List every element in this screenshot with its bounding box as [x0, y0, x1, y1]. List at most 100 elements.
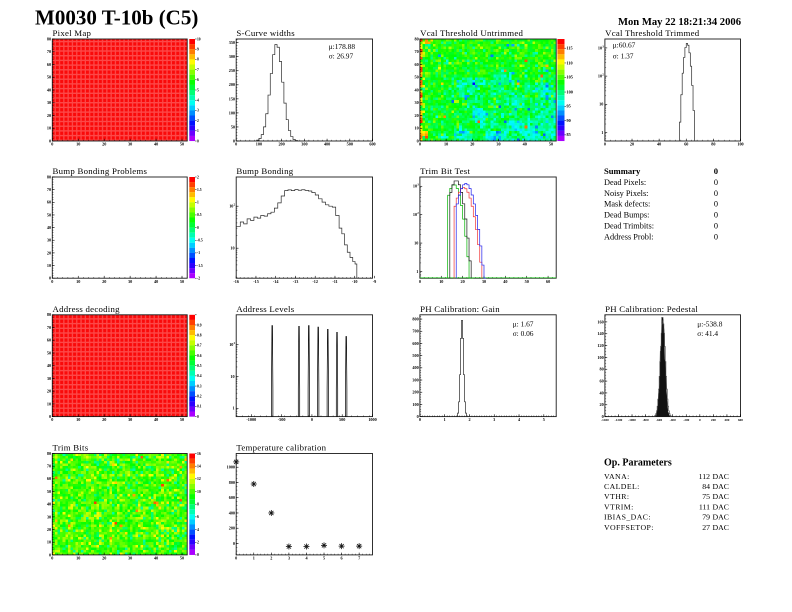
svg-text:40: 40 [154, 279, 158, 284]
svg-text:0: 0 [419, 279, 421, 284]
svg-text:20: 20 [600, 402, 604, 407]
svg-text:4: 4 [518, 417, 521, 422]
svg-text:60: 60 [47, 62, 51, 67]
svg-text:10: 10 [415, 126, 419, 131]
svg-text:30: 30 [47, 514, 51, 519]
svg-text:0.8: 0.8 [197, 334, 202, 338]
svg-text:40: 40 [657, 142, 661, 147]
svg-text:0: 0 [51, 142, 53, 147]
svg-text:8: 8 [197, 503, 199, 507]
svg-text:VOFFSETOP:: VOFFSETOP: [604, 523, 654, 532]
svg-text:0: 0 [51, 417, 53, 422]
svg-text:VTRIM:: VTRIM: [604, 502, 634, 511]
svg-text:VANA:: VANA: [604, 472, 630, 481]
svg-text:10: 10 [76, 279, 80, 284]
svg-text:1: 1 [197, 201, 199, 205]
svg-text:50: 50 [47, 350, 51, 355]
svg-text:Temperature calibration: Temperature calibration [236, 443, 326, 453]
svg-text:4: 4 [305, 556, 308, 561]
svg-text:VTHR:: VTHR: [604, 492, 629, 501]
svg-text:μ:178.88: μ:178.88 [329, 42, 356, 51]
svg-text:10: 10 [197, 490, 201, 494]
svg-text:250: 250 [229, 68, 235, 73]
svg-text:40: 40 [47, 87, 51, 92]
svg-text:DAC: DAC [713, 482, 729, 491]
svg-text:95: 95 [567, 104, 571, 109]
svg-text:IBIAS_DAC:: IBIAS_DAC: [604, 513, 651, 522]
svg-text:20: 20 [102, 417, 106, 422]
svg-text:Trim Bit Test: Trim Bit Test [420, 166, 470, 176]
svg-text:7: 7 [197, 68, 199, 72]
svg-text:Address Probl:: Address Probl: [604, 233, 654, 242]
svg-text:16: 16 [197, 452, 201, 456]
svg-text:-11: -11 [332, 279, 337, 284]
svg-text:1.5: 1.5 [197, 188, 202, 192]
svg-text:Summary: Summary [604, 166, 641, 176]
svg-text:300: 300 [301, 142, 307, 147]
svg-text:60: 60 [600, 379, 604, 384]
svg-text:0: 0 [417, 414, 419, 419]
svg-text:Bump Bonding Problems: Bump Bonding Problems [53, 166, 148, 176]
svg-text:85: 85 [567, 132, 571, 137]
svg-text:1: 1 [253, 556, 255, 561]
svg-text:50: 50 [549, 142, 553, 147]
svg-text:50: 50 [180, 556, 184, 561]
svg-text:10: 10 [197, 37, 201, 41]
svg-text:σ: 1.37: σ: 1.37 [613, 51, 634, 60]
svg-text:2: 2 [270, 556, 272, 561]
svg-text:10: 10 [76, 556, 80, 561]
svg-text:2: 2 [602, 73, 604, 77]
svg-text:0: 0 [604, 142, 606, 147]
svg-text:Dead Bumps:: Dead Bumps: [604, 211, 649, 220]
svg-text:-9: -9 [373, 279, 377, 284]
svg-text:1000: 1000 [368, 417, 376, 422]
svg-text:CALDEL:: CALDEL: [604, 482, 640, 491]
svg-text:σ: 41.4: σ: 41.4 [697, 329, 718, 338]
svg-text:1: 1 [601, 130, 603, 135]
svg-text:50: 50 [180, 279, 184, 284]
svg-text:30: 30 [415, 100, 419, 105]
svg-text:0: 0 [311, 417, 313, 422]
svg-text:20: 20 [47, 527, 51, 532]
svg-text:80: 80 [600, 367, 604, 372]
svg-text:Vcal Threshold Untrimmed: Vcal Threshold Untrimmed [420, 28, 523, 38]
svg-text:-1.5: -1.5 [197, 264, 203, 268]
svg-text:79: 79 [702, 513, 710, 522]
svg-text:600: 600 [738, 418, 743, 422]
svg-text:Dead Trimbits:: Dead Trimbits: [604, 222, 654, 231]
svg-text:PH Calibration: Pedestal: PH Calibration: Pedestal [605, 304, 698, 314]
svg-text:50: 50 [180, 142, 184, 147]
svg-text:μ:60.67: μ:60.67 [613, 41, 636, 50]
svg-text:300: 300 [229, 54, 235, 59]
svg-text:0.7: 0.7 [197, 344, 202, 348]
svg-text:20: 20 [461, 279, 465, 284]
svg-text:0: 0 [714, 166, 718, 176]
svg-text:800: 800 [229, 480, 235, 485]
svg-text:Dead Pixels:: Dead Pixels: [604, 178, 646, 187]
svg-text:Trim Bits: Trim Bits [53, 443, 89, 453]
svg-text:300: 300 [412, 377, 418, 382]
svg-text:2: 2 [197, 175, 199, 179]
svg-text:0: 0 [419, 142, 421, 147]
svg-text:Vcal Threshold Trimmed: Vcal Threshold Trimmed [605, 28, 700, 38]
svg-text:200: 200 [229, 526, 235, 531]
svg-text:M0030 T-10b (C5): M0030 T-10b (C5) [35, 6, 198, 30]
svg-text:30: 30 [496, 142, 500, 147]
svg-text:150: 150 [229, 96, 235, 101]
svg-text:400: 400 [324, 142, 330, 147]
svg-text:20: 20 [47, 113, 51, 118]
svg-text:3: 3 [602, 44, 604, 48]
svg-text:0: 0 [417, 138, 419, 143]
svg-text:0: 0 [714, 211, 718, 220]
svg-text:700: 700 [412, 329, 418, 334]
svg-text:600: 600 [369, 142, 375, 147]
svg-text:5: 5 [323, 556, 325, 561]
svg-text:0.9: 0.9 [197, 323, 202, 327]
svg-text:0.4: 0.4 [197, 374, 202, 378]
svg-text:30: 30 [128, 279, 132, 284]
svg-text:0: 0 [51, 279, 53, 284]
svg-text:200: 200 [412, 390, 418, 395]
svg-text:20: 20 [47, 250, 51, 255]
svg-text:-1000: -1000 [246, 417, 256, 422]
svg-text:20: 20 [102, 142, 106, 147]
